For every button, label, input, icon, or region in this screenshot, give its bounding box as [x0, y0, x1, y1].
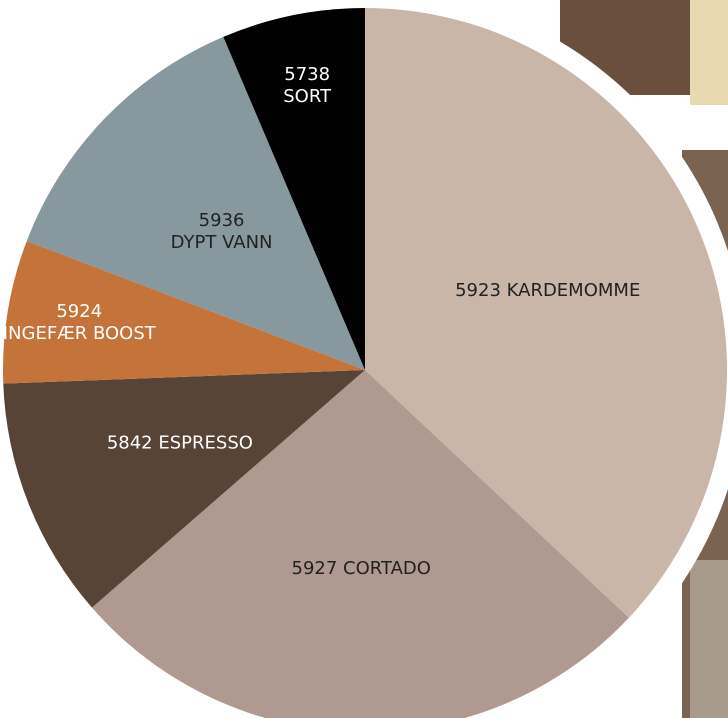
slice-label: 5927 CORTADO: [292, 558, 431, 579]
slice-label: 5936: [199, 210, 245, 231]
slice-label: INGEFÆR BOOST: [3, 323, 157, 344]
slice-label: SORT: [283, 86, 332, 107]
pie-slice: [365, 8, 727, 618]
photo-right-furniture: [690, 560, 728, 718]
slice-label: 5924: [56, 301, 102, 322]
pie-slice: [3, 370, 366, 608]
pie-slice: [26, 36, 366, 371]
pie: 5923 KARDEMOMME 5927 CORTADO 5842 ESPRESSO…: [3, 8, 727, 718]
pie-slice: [223, 8, 365, 370]
pie-slice: [3, 240, 366, 384]
slice-label: 5738: [284, 64, 330, 85]
pie-slice: [91, 370, 629, 718]
paint-can: [690, 0, 728, 105]
slice-label: 5923 KARDEMOMME: [455, 280, 640, 301]
slice-label: DYPT VANN: [171, 232, 273, 253]
slice-label: 5842 ESPRESSO: [107, 432, 253, 453]
